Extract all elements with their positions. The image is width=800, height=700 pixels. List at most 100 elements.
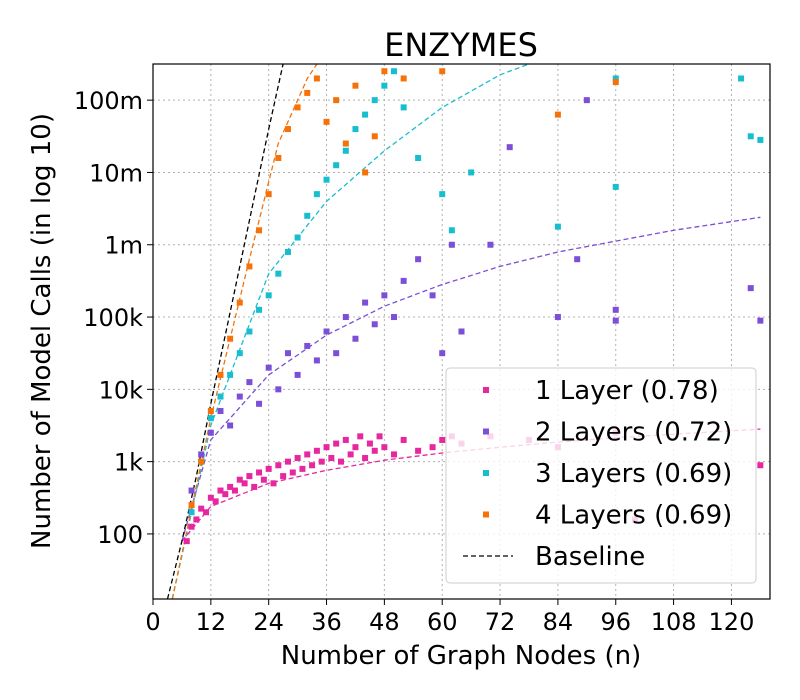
data-point xyxy=(188,502,195,509)
data-point xyxy=(304,342,311,349)
data-point xyxy=(203,509,210,516)
data-point xyxy=(757,317,764,324)
data-point xyxy=(299,465,306,472)
trend-line xyxy=(181,428,761,542)
data-point xyxy=(342,147,349,154)
data-point xyxy=(193,516,200,523)
trend-line xyxy=(171,63,530,600)
legend-label: 3 Layers (0.69) xyxy=(535,459,732,489)
data-point xyxy=(212,498,219,505)
y-tick-label: 100k xyxy=(83,304,143,332)
legend: 1 Layer (0.78) 2 Layers (0.72) 3 Layers (0… xyxy=(445,367,757,584)
data-point xyxy=(415,154,422,161)
legend-box xyxy=(445,367,757,584)
data-point xyxy=(222,491,229,498)
data-point xyxy=(188,523,195,530)
x-tick-label: 60 xyxy=(427,608,458,636)
x-tick-label: 84 xyxy=(543,608,574,636)
x-tick-label: 120 xyxy=(709,608,755,636)
data-point xyxy=(256,469,263,476)
data-point xyxy=(574,256,581,263)
data-point xyxy=(183,538,190,545)
data-point xyxy=(371,321,378,328)
trend-line xyxy=(166,63,284,600)
data-point xyxy=(270,480,277,487)
y-tick-label: 100 xyxy=(97,521,143,549)
data-point xyxy=(381,68,388,75)
legend-marker xyxy=(483,387,489,393)
data-point xyxy=(381,292,388,299)
data-point xyxy=(304,451,311,458)
data-point xyxy=(207,408,214,415)
data-point xyxy=(612,306,619,313)
x-tick-label: 12 xyxy=(196,608,227,636)
legend-marker xyxy=(483,470,489,476)
data-point xyxy=(231,487,238,494)
data-point xyxy=(342,314,349,321)
legend-marker xyxy=(483,511,489,518)
data-point xyxy=(333,440,340,447)
data-point xyxy=(323,328,330,335)
data-point xyxy=(207,415,214,422)
data-point xyxy=(207,494,214,501)
data-point xyxy=(429,292,436,299)
data-point xyxy=(294,455,301,462)
data-point xyxy=(738,75,745,82)
y-axis-ticks: 100 1k 10k 100k 1m 10m 100m xyxy=(74,87,153,549)
data-point xyxy=(217,371,224,378)
data-point xyxy=(236,476,243,483)
data-point xyxy=(304,89,311,96)
trend-lines xyxy=(166,63,761,600)
data-point xyxy=(256,306,263,313)
data-point xyxy=(265,465,272,472)
data-point xyxy=(554,223,561,230)
data-point xyxy=(328,455,335,462)
data-point xyxy=(400,436,407,443)
data-point xyxy=(265,364,272,371)
data-point xyxy=(362,299,369,306)
data-point xyxy=(284,458,291,465)
data-point xyxy=(188,509,195,516)
data-point xyxy=(313,191,320,198)
data-point xyxy=(381,444,388,451)
data-point xyxy=(612,79,619,86)
data-point xyxy=(342,436,349,443)
data-point xyxy=(251,483,258,490)
y-tick-label: 10m xyxy=(89,159,143,187)
data-point xyxy=(318,458,325,465)
data-point xyxy=(352,126,359,133)
data-point xyxy=(275,386,282,393)
data-point xyxy=(400,104,407,111)
data-point xyxy=(207,429,214,436)
data-point xyxy=(612,75,619,82)
data-point xyxy=(198,505,205,512)
data-point xyxy=(506,144,513,151)
data-point xyxy=(468,169,475,176)
legend-label: 2 Layers (0.72) xyxy=(535,418,732,448)
data-point xyxy=(284,350,291,357)
data-point xyxy=(352,444,359,451)
data-point xyxy=(439,436,446,443)
data-point xyxy=(352,335,359,342)
data-point xyxy=(217,393,224,400)
data-point xyxy=(227,335,234,342)
data-point xyxy=(265,191,272,198)
data-point xyxy=(284,248,291,255)
data-point xyxy=(217,487,224,494)
data-point xyxy=(747,285,754,292)
data-point xyxy=(376,433,383,440)
x-tick-label: 0 xyxy=(145,608,160,636)
legend-marker xyxy=(483,428,489,435)
x-tick-label: 48 xyxy=(369,608,400,636)
data-point xyxy=(217,408,224,415)
data-point xyxy=(188,487,195,494)
data-point xyxy=(198,458,205,465)
data-point xyxy=(439,191,446,198)
data-point xyxy=(333,350,340,357)
data-point xyxy=(337,458,344,465)
data-point xyxy=(265,292,272,299)
data-point xyxy=(415,256,422,263)
data-point xyxy=(400,277,407,284)
trend-line xyxy=(181,216,761,542)
